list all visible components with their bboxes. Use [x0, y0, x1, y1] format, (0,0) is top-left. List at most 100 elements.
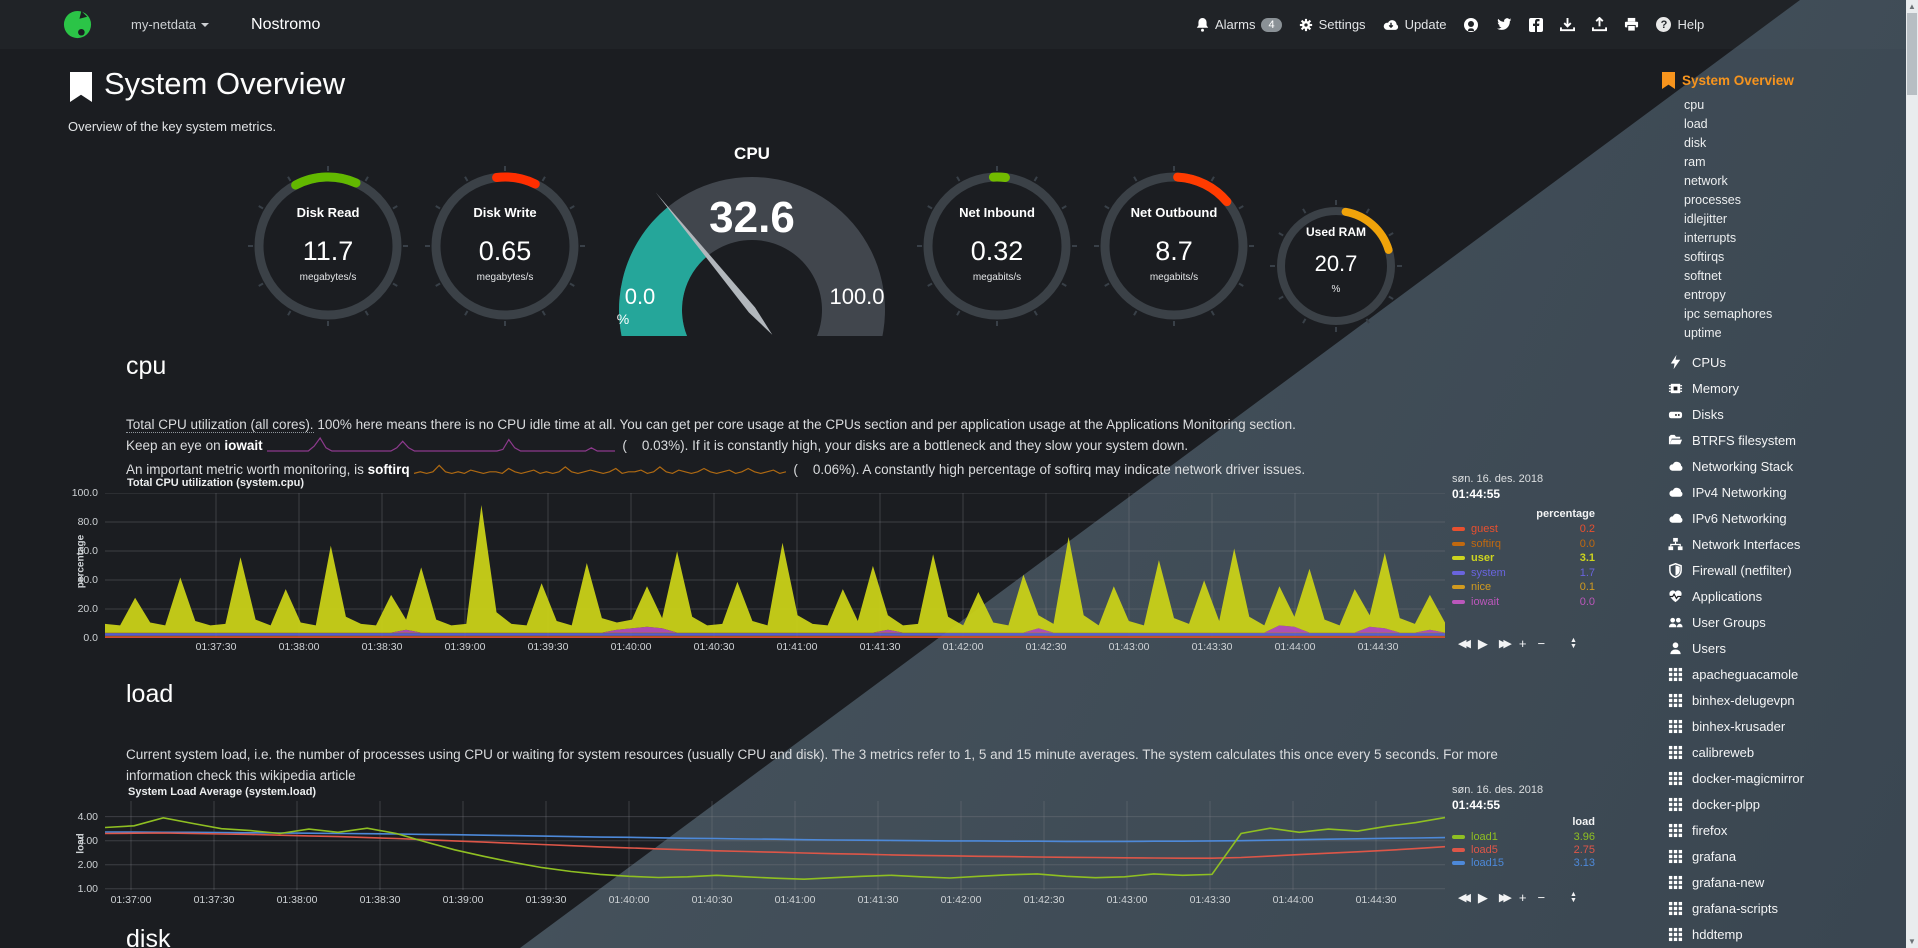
upload-snapshot-button[interactable]	[1592, 17, 1608, 32]
settings-button[interactable]: Settings	[1299, 17, 1366, 32]
sidebar-item-firefox[interactable]: firefox	[1668, 823, 1727, 838]
scrollbar-down-arrow[interactable]: ▼	[1908, 937, 1916, 946]
download-snapshot-button[interactable]	[1560, 17, 1576, 32]
legend-row-iowait[interactable]: iowait 0.0	[1452, 596, 1595, 609]
sidebar-subitem-processes[interactable]: processes	[1684, 193, 1741, 207]
cpu-plot-area[interactable]	[105, 493, 1445, 638]
update-button[interactable]: Update	[1383, 17, 1446, 32]
sidebar-item-memory[interactable]: Memory	[1668, 381, 1739, 396]
sidebar-item-calibreweb[interactable]: calibreweb	[1668, 745, 1754, 760]
sidebar-item-apacheguacamole[interactable]: apacheguacamole	[1668, 667, 1798, 682]
legend-row-load1[interactable]: load1 3.96	[1452, 831, 1595, 844]
legend-row-system[interactable]: system 1.7	[1452, 567, 1595, 580]
sidebar-subitem-softnet[interactable]: softnet	[1684, 269, 1722, 283]
sidebar-item-label: User Groups	[1692, 615, 1766, 630]
pan-forward-icon[interactable]: ▶▶	[1498, 892, 1512, 904]
alarms-button[interactable]: Alarms 4	[1196, 17, 1282, 32]
scrollbar-up-arrow[interactable]: ▲	[1908, 2, 1916, 11]
sidebar-item-label: grafana-new	[1692, 875, 1765, 890]
sidebar-subitem-idlejitter[interactable]: idlejitter	[1684, 212, 1728, 226]
x-tick-label: 01:43:30	[1189, 894, 1231, 906]
y-tick-label: 1.00	[77, 882, 98, 895]
legend-row-user[interactable]: user 3.1	[1452, 552, 1595, 565]
legend-row-load15[interactable]: load15 3.13	[1452, 857, 1595, 870]
sidebar-item-hddtemp[interactable]: hddtemp	[1668, 927, 1743, 942]
x-tick-label: 01:43:00	[1106, 894, 1148, 906]
sidebar-subitem-ipc-semaphores[interactable]: ipc semaphores	[1684, 307, 1773, 321]
sidebar-subitem-entropy[interactable]: entropy	[1684, 288, 1726, 302]
resize-handle-icon[interactable]: ▲ ▼	[1570, 637, 1577, 650]
help-button[interactable]: ? Help	[1656, 17, 1704, 32]
sidebar-item-networking-stack[interactable]: Networking Stack	[1668, 459, 1793, 474]
netdata-logo[interactable]	[62, 9, 93, 40]
gauge-disk-write[interactable]: Disk Write 0.65 megabytes/s	[423, 164, 587, 328]
gauge-net-outbound[interactable]: Net Outbound 8.7 megabits/s	[1092, 164, 1256, 328]
zoom-in-icon[interactable]: +	[1518, 636, 1527, 651]
sidebar-item-binhex-krusader[interactable]: binhex-krusader	[1668, 719, 1785, 734]
print-button[interactable]	[1624, 17, 1639, 32]
zoom-out-icon[interactable]: −	[1537, 890, 1546, 905]
facebook-button[interactable]	[1529, 17, 1544, 32]
cpu-gauge-fill	[619, 207, 708, 362]
sidebar-item-docker-plpp[interactable]: docker-plpp	[1668, 797, 1760, 812]
gauge-title: Disk Write	[473, 205, 537, 220]
netdata-host-dropdown[interactable]: my-netdata	[131, 17, 210, 32]
page-scrollbar[interactable]: ▲ ▼	[1906, 0, 1918, 948]
play-icon[interactable]: ▶	[1477, 890, 1488, 905]
sidebar-item-user-groups[interactable]: User Groups	[1668, 615, 1766, 630]
sidebar-subitem-load[interactable]: load	[1684, 117, 1708, 131]
gauge-used-ram[interactable]: Used RAM 20.7%	[1269, 199, 1403, 333]
line-series-load5	[105, 832, 1445, 860]
twitter-button[interactable]	[1496, 17, 1512, 32]
sidebar-subitem-network[interactable]: network	[1684, 174, 1728, 188]
gauge-disk-read[interactable]: Disk Read 11.7 megabytes/s	[246, 164, 410, 328]
sidebar-item-ipv4-networking[interactable]: IPv4 Networking	[1668, 485, 1787, 500]
sidebar-item-grafana-scripts[interactable]: grafana-scripts	[1668, 901, 1778, 916]
gauge-net-inbound[interactable]: Net Inbound 0.32 megabits/s	[915, 164, 1079, 328]
load-legend-time: 01:44:55	[1452, 798, 1501, 812]
github-button[interactable]	[1463, 17, 1479, 33]
legend-row-nice[interactable]: nice 0.1	[1452, 581, 1595, 594]
legend-row-softirq[interactable]: softirq 0.0	[1452, 538, 1595, 551]
sidebar-item-disks[interactable]: Disks	[1668, 407, 1724, 422]
legend-row-guest[interactable]: guest 0.2	[1452, 523, 1595, 536]
sidebar-item-docker-magicmirror[interactable]: docker-magicmirror	[1668, 771, 1804, 786]
x-tick-label: 01:40:30	[693, 641, 735, 653]
play-icon[interactable]: ▶	[1477, 636, 1488, 651]
sidebar-item-grafana-new[interactable]: grafana-new	[1668, 875, 1764, 890]
zoom-in-icon[interactable]: +	[1518, 890, 1527, 905]
pan-forward-icon[interactable]: ▶▶	[1498, 638, 1512, 650]
legend-value: 3.13	[1573, 857, 1595, 869]
gauge-cpu[interactable]	[607, 160, 897, 362]
sidebar-subitem-ram[interactable]: ram	[1684, 155, 1706, 169]
sidebar-subitem-interrupts[interactable]: interrupts	[1684, 231, 1737, 245]
cpu-desc-rest: 100% here means there is no CPU idle tim…	[313, 417, 1296, 432]
sidebar-item-firewall-netfilter-[interactable]: Firewall (netfilter)	[1668, 563, 1792, 578]
pan-backward-icon[interactable]: ◀◀	[1458, 638, 1471, 650]
pan-backward-icon[interactable]: ◀◀	[1458, 892, 1471, 904]
scrollbar-thumb[interactable]	[1907, 13, 1917, 95]
sidebar-item-grafana[interactable]: grafana	[1668, 849, 1736, 864]
zoom-out-icon[interactable]: −	[1537, 636, 1546, 651]
legend-row-load5[interactable]: load5 2.75	[1452, 844, 1595, 857]
load-desc-line2-wikipedia-link[interactable]: information check this wikipedia article	[126, 768, 356, 783]
sidebar-subitem-cpu[interactable]: cpu	[1684, 98, 1705, 112]
sidebar-item-btrfs-filesystem[interactable]: BTRFS filesystem	[1668, 433, 1796, 448]
sidebar-item-users[interactable]: Users	[1668, 641, 1726, 656]
sidebar-subitem-softirqs[interactable]: softirqs	[1684, 250, 1725, 264]
sidebar-subitem-disk[interactable]: disk	[1684, 136, 1707, 150]
gauge-title: Used RAM	[1305, 225, 1366, 239]
iowait-keyword: iowait	[224, 438, 263, 453]
gauge-value-arc	[1173, 172, 1232, 207]
sidebar-item-network-interfaces[interactable]: Network Interfaces	[1668, 537, 1800, 552]
sidebar-subitem-uptime[interactable]: uptime	[1684, 326, 1722, 340]
load-chart-toolbar: ◀◀ ▶ ▶▶ + − ▲ ▼	[1458, 891, 1577, 905]
load-plot-area[interactable]	[105, 801, 1445, 890]
resize-handle-icon[interactable]: ▲ ▼	[1570, 891, 1577, 904]
sidebar-item-applications[interactable]: Applications	[1668, 589, 1762, 604]
gauge-ticks	[1094, 166, 1254, 326]
sidebar-item-ipv6-networking[interactable]: IPv6 Networking	[1668, 511, 1787, 526]
sidebar-item-cpus[interactable]: CPUs	[1668, 355, 1726, 370]
sidebar-item-binhex-delugevpn[interactable]: binhex-delugevpn	[1668, 693, 1795, 708]
sidebar-item-system-overview[interactable]: System Overview	[1662, 72, 1794, 89]
